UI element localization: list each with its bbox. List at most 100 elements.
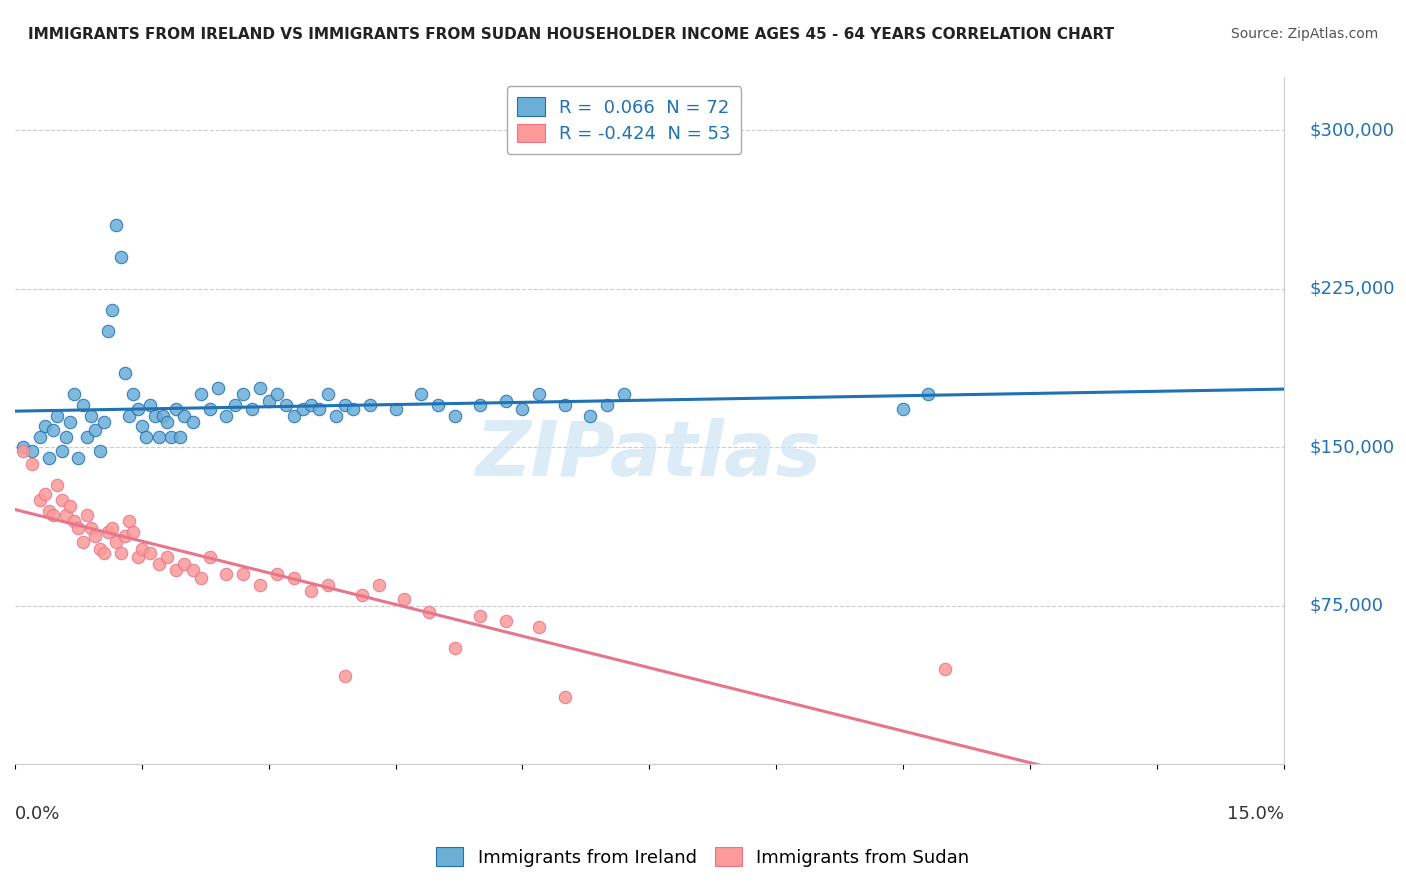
- Point: [139, 546, 162, 560]
- Point: [72, 535, 94, 549]
- Point: [38, 450, 60, 465]
- Point: [173, 409, 195, 423]
- Point: [67, 520, 90, 534]
- Text: Source: ZipAtlas.com: Source: ZipAtlas.com: [1230, 27, 1378, 41]
- Point: [97, 524, 120, 539]
- Point: [42, 423, 65, 437]
- Point: [274, 398, 297, 412]
- Point: [232, 567, 254, 582]
- Point: [190, 387, 212, 401]
- Point: [51, 493, 73, 508]
- Point: [198, 402, 221, 417]
- Point: [148, 430, 170, 444]
- Point: [215, 409, 238, 423]
- Point: [224, 398, 246, 412]
- Point: [443, 409, 465, 423]
- Point: [97, 324, 120, 338]
- Point: [165, 563, 187, 577]
- Point: [891, 402, 914, 417]
- Point: [554, 398, 576, 412]
- Point: [131, 419, 153, 434]
- Point: [333, 398, 356, 412]
- Text: 15.0%: 15.0%: [1226, 805, 1284, 823]
- Point: [21, 457, 44, 471]
- Point: [148, 557, 170, 571]
- Point: [240, 402, 263, 417]
- Point: [122, 524, 145, 539]
- Point: [46, 409, 69, 423]
- Point: [93, 546, 115, 560]
- Point: [308, 402, 330, 417]
- Text: $300,000: $300,000: [1309, 121, 1395, 139]
- Point: [38, 504, 60, 518]
- Point: [266, 567, 288, 582]
- Point: [554, 690, 576, 704]
- Point: [249, 381, 271, 395]
- Point: [55, 430, 77, 444]
- Point: [76, 508, 98, 522]
- Point: [934, 662, 956, 676]
- Point: [257, 393, 280, 408]
- Point: [325, 409, 347, 423]
- Point: [80, 409, 103, 423]
- Text: $75,000: $75,000: [1309, 597, 1384, 615]
- Text: 0.0%: 0.0%: [15, 805, 60, 823]
- Point: [283, 409, 305, 423]
- Point: [63, 387, 86, 401]
- Point: [299, 584, 322, 599]
- Point: [105, 535, 128, 549]
- Point: [135, 430, 157, 444]
- Point: [917, 387, 939, 401]
- Point: [173, 557, 195, 571]
- Point: [367, 577, 389, 591]
- Point: [291, 402, 314, 417]
- Point: [114, 367, 136, 381]
- Point: [266, 387, 288, 401]
- Point: [110, 250, 132, 264]
- Point: [495, 614, 517, 628]
- Point: [350, 588, 373, 602]
- Point: [198, 550, 221, 565]
- Point: [46, 478, 69, 492]
- Point: [495, 393, 517, 408]
- Point: [30, 430, 52, 444]
- Legend: R =  0.066  N = 72, R = -0.424  N = 53: R = 0.066 N = 72, R = -0.424 N = 53: [506, 87, 741, 154]
- Point: [160, 430, 183, 444]
- Point: [342, 402, 364, 417]
- Point: [359, 398, 381, 412]
- Point: [131, 541, 153, 556]
- Point: [84, 423, 107, 437]
- Point: [426, 398, 449, 412]
- Point: [443, 640, 465, 655]
- Point: [181, 415, 204, 429]
- Point: [139, 398, 162, 412]
- Point: [392, 592, 415, 607]
- Point: [118, 514, 141, 528]
- Point: [512, 402, 534, 417]
- Text: $150,000: $150,000: [1309, 438, 1395, 457]
- Point: [596, 398, 619, 412]
- Text: IMMIGRANTS FROM IRELAND VS IMMIGRANTS FROM SUDAN HOUSEHOLDER INCOME AGES 45 - 64: IMMIGRANTS FROM IRELAND VS IMMIGRANTS FR…: [28, 27, 1114, 42]
- Point: [181, 563, 204, 577]
- Point: [156, 550, 179, 565]
- Point: [190, 571, 212, 585]
- Point: [316, 577, 339, 591]
- Point: [409, 387, 432, 401]
- Point: [93, 415, 115, 429]
- Point: [51, 444, 73, 458]
- Point: [529, 620, 551, 634]
- Point: [118, 409, 141, 423]
- Point: [470, 398, 492, 412]
- Point: [55, 508, 77, 522]
- Point: [215, 567, 238, 582]
- Point: [418, 605, 440, 619]
- Point: [34, 419, 56, 434]
- Point: [165, 402, 187, 417]
- Point: [89, 541, 111, 556]
- Point: [101, 520, 124, 534]
- Point: [316, 387, 339, 401]
- Point: [114, 529, 136, 543]
- Text: $225,000: $225,000: [1309, 280, 1395, 298]
- Point: [67, 450, 90, 465]
- Point: [84, 529, 107, 543]
